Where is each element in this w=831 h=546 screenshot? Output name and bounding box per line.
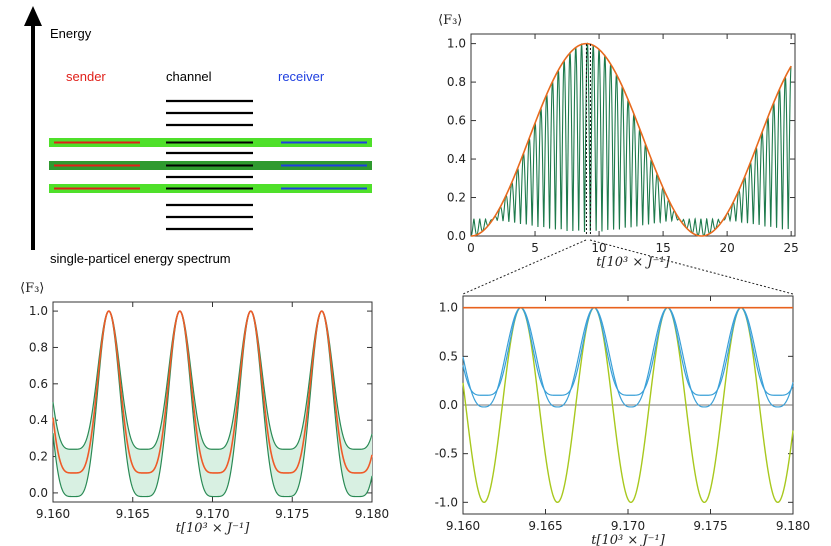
energy-axis-label: Energy [50,26,92,41]
x-tick-label: 9.180 [776,519,810,533]
x-axis-label: t[10³ × J⁻¹] [591,533,665,546]
spectrum-caption: single-particel energy spectrum [50,251,231,266]
zoom-connector-right [589,239,794,295]
x-tick-label: 20 [719,241,734,255]
y-axis-label: ⟨F₃⟩ [20,281,44,296]
energy-axis-arrowhead [24,6,42,26]
x-tick-label: 9.175 [693,519,727,533]
series-mean [52,310,373,474]
y-tick-label: 0.2 [447,191,466,205]
chart-top-right: 0 5 10 15 20 25 0.0 0.2 0.4 0.6 0.8 1.0 t[10³ × J⁻¹]… [438,13,799,270]
y-tick-label: -1.0 [435,495,458,509]
y-tick-label: 0.0 [439,398,458,412]
x-tick-label: 9.165 [116,507,150,521]
y-tick-label: 0.4 [447,152,466,166]
channel-label: channel [166,69,212,84]
x-tick-label: 9.160 [36,507,70,521]
series-upper [52,310,373,450]
x-tick-label: 10 [591,241,606,255]
chart-bottom-left: 9.160 9.165 9.170 9.175 9.180 0.0 0.2 0.4 0.6 0.8… [20,281,389,536]
chart-bottom-right: 9.160 9.165 9.170 9.175 9.180 -1.0 -0.5 0.0 0.5 1… [435,295,810,546]
y-tick-label: 0.6 [447,114,466,128]
zoom-connector-left [462,239,587,295]
y-tick-label: 1.0 [447,37,466,51]
x-axis-label: t[10³ × J⁻¹] [176,521,250,536]
x-tick-label: 15 [655,241,670,255]
x-tick-label: 25 [784,241,799,255]
x-tick-label: 0 [467,241,475,255]
y-tick-label: 0.0 [29,486,48,500]
y-tick-label: -0.5 [435,447,458,461]
y-tick-label: 0.0 [447,229,466,243]
series-band-fill [53,311,372,497]
series-envelope [470,42,792,237]
y-tick-label: 1.0 [29,304,48,318]
y-tick-label: 0.2 [29,450,48,464]
x-tick-label: 9.160 [446,519,480,533]
receiver-label: receiver [278,69,325,84]
plot-frame [470,33,796,237]
x-tick-label: 9.170 [195,507,229,521]
x-tick-label: 9.175 [275,507,309,521]
x-tick-label: 9.170 [611,519,645,533]
y-tick-label: 0.8 [29,340,48,354]
x-tick-label: 5 [531,241,539,255]
y-tick-label: 0.8 [447,75,466,89]
sender-label: sender [66,69,106,84]
y-tick-label: 1.0 [439,301,458,315]
y-tick-label: 0.4 [29,413,48,427]
y-tick-label: 0.6 [29,377,48,391]
series-fast-oscillation [470,42,792,237]
x-tick-label: 9.165 [528,519,562,533]
series-blue-b [462,307,794,408]
energy-diagram: Energy sender channel receiver single-pa… [24,6,372,266]
x-tick-label: 9.180 [355,507,389,521]
series-blue-a [462,307,794,396]
y-axis-label: ⟨F₃⟩ [438,13,462,28]
x-axis-label: t[10³ × J⁻¹] [596,255,670,270]
y-tick-label: 0.5 [439,349,458,363]
